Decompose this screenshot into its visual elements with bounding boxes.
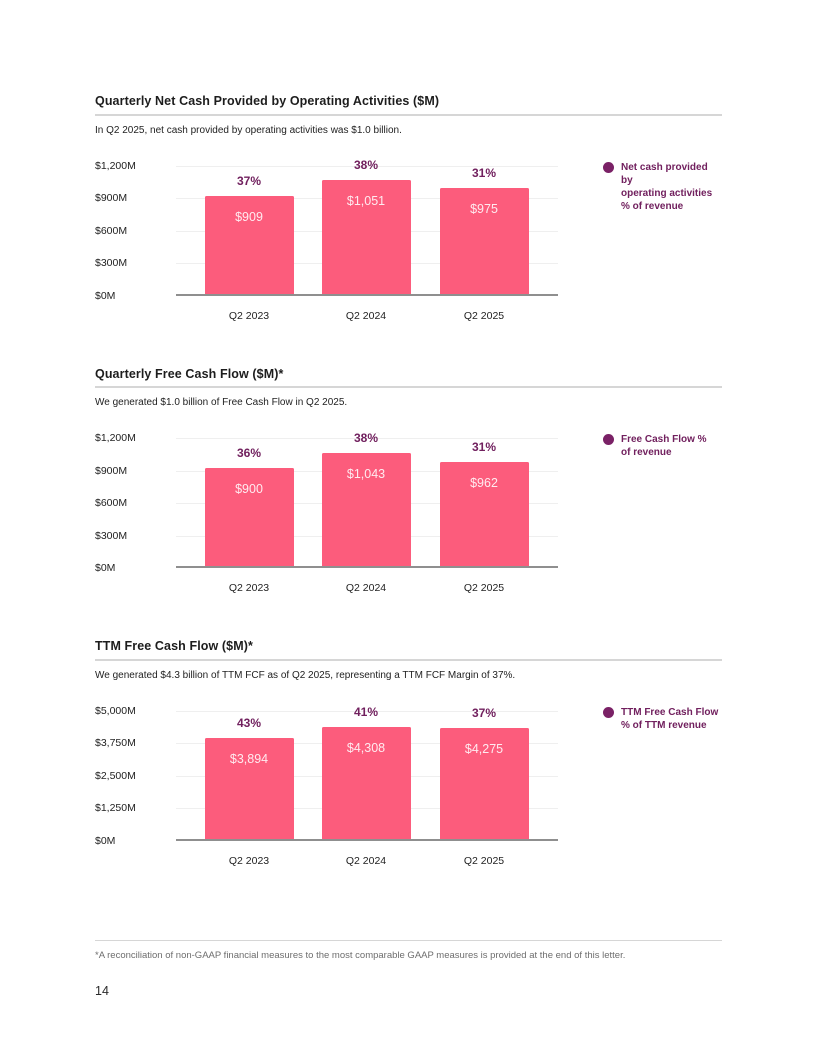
percent-of-revenue-label: 38% bbox=[353, 431, 379, 446]
x-axis-labels: Q2 2023 Q2 2024 Q2 2025 bbox=[176, 855, 558, 868]
bar-value-label: $4,275 bbox=[464, 741, 504, 756]
y-axis-tick-label: $300M bbox=[95, 257, 128, 270]
x-axis-tick-label: Q2 2025 bbox=[463, 854, 505, 867]
section-subtitle: We generated $1.0 billion of Free Cash F… bbox=[95, 397, 348, 409]
x-axis-labels: Q2 2023 Q2 2024 Q2 2025 bbox=[176, 582, 558, 595]
percent-of-revenue-label: 37% bbox=[236, 173, 262, 188]
section-divider bbox=[95, 386, 722, 389]
bar bbox=[439, 727, 529, 839]
percent-of-revenue-label: 37% bbox=[471, 705, 497, 720]
bar-value-label: $1,051 bbox=[346, 193, 386, 208]
y-axis-tick-label: $300M bbox=[95, 529, 128, 542]
bar-value-label: $1,043 bbox=[346, 467, 386, 482]
page-number: 14 bbox=[95, 984, 109, 999]
legend-label: Net cash provided by operating activitie… bbox=[621, 161, 713, 212]
bar bbox=[439, 187, 529, 294]
bar bbox=[321, 453, 411, 567]
x-axis-tick-label: Q2 2025 bbox=[463, 309, 505, 322]
percent-of-revenue-label: 31% bbox=[471, 440, 497, 455]
section-divider bbox=[95, 658, 722, 661]
section-title: Quarterly Free Cash Flow ($M)* bbox=[95, 366, 284, 381]
bar bbox=[321, 179, 411, 294]
bar bbox=[439, 462, 529, 567]
legend-label: Free Cash Flow % of revenue bbox=[621, 434, 707, 459]
bar-chart-operating-cash: $1,200M $900M $600M $300M $0M 37% $909 38% $1,05… bbox=[95, 159, 558, 323]
percent-of-revenue-label: 38% bbox=[353, 157, 379, 172]
y-axis-tick-label: $600M bbox=[95, 497, 128, 510]
y-axis-tick-label: $600M bbox=[95, 224, 128, 237]
percent-of-revenue-label: 43% bbox=[236, 715, 262, 730]
y-axis-tick-label: $1,200M bbox=[95, 432, 136, 445]
y-axis-tick-label: $900M bbox=[95, 192, 128, 205]
x-axis-tick-label: Q2 2023 bbox=[228, 854, 270, 867]
bar-value-label: $900 bbox=[235, 482, 263, 497]
plot-area: 43% $3,894 41% $4,308 37% $4,275 bbox=[176, 706, 558, 841]
y-axis-tick-label: $0M bbox=[95, 289, 116, 302]
x-axis-tick-label: Q2 2025 bbox=[463, 582, 505, 595]
legend-dot-icon bbox=[603, 434, 614, 446]
chart-legend: TTM Free Cash Flow % of TTM revenue bbox=[603, 706, 722, 732]
section-title: Quarterly Net Cash Provided by Operating… bbox=[95, 94, 440, 108]
y-axis-tick-label: $0M bbox=[95, 834, 116, 847]
bar bbox=[204, 737, 294, 839]
percent-of-revenue-label: 41% bbox=[353, 704, 379, 719]
gaap-footnote: *A reconciliation of non-GAAP financial … bbox=[95, 949, 626, 961]
bar-chart-ttm-fcf: $5,000M $3,750M $2,500M $1,250M $0M 43% $3,894… bbox=[95, 706, 558, 868]
x-axis-tick-label: Q2 2024 bbox=[345, 854, 387, 867]
bar bbox=[321, 726, 411, 839]
legend-dot-icon bbox=[603, 161, 614, 173]
bar-value-label: $3,894 bbox=[229, 751, 269, 766]
percent-of-revenue-label: 36% bbox=[236, 446, 262, 461]
chart-legend: Net cash provided by operating activitie… bbox=[603, 161, 722, 213]
x-axis-tick-label: Q2 2024 bbox=[345, 309, 387, 322]
section-subtitle: We generated $4.3 billion of TTM FCF as … bbox=[95, 669, 516, 681]
bar-value-label: $4,308 bbox=[346, 740, 386, 755]
section-divider bbox=[95, 113, 722, 116]
x-axis-labels: Q2 2023 Q2 2024 Q2 2025 bbox=[176, 310, 558, 323]
chart-legend: Free Cash Flow % of revenue bbox=[603, 433, 722, 459]
plot-area: 36% $900 38% $1,043 31% $962 bbox=[176, 432, 558, 569]
x-axis-tick-label: Q2 2023 bbox=[228, 582, 270, 595]
chart-row: $1,200M $900M $600M $300M $0M 37% $909 38% $1,05… bbox=[95, 159, 722, 323]
section-quarterly-fcf: Quarterly Free Cash Flow ($M)* We genera… bbox=[95, 367, 722, 596]
bar-value-label: $962 bbox=[470, 476, 498, 491]
bar-chart-quarterly-fcf: $1,200M $900M $600M $300M $0M 36% $900 38% $1,04… bbox=[95, 432, 558, 595]
plot-area: 37% $909 38% $1,051 31% $975 bbox=[176, 159, 558, 296]
percent-of-revenue-label: 31% bbox=[471, 165, 497, 180]
gridline bbox=[176, 438, 558, 440]
gridline bbox=[176, 165, 558, 167]
chart-row: $1,200M $900M $600M $300M $0M 36% $900 38% $1,04… bbox=[95, 432, 722, 595]
bar-value-label: $975 bbox=[470, 201, 498, 216]
bar bbox=[204, 468, 294, 567]
bar bbox=[204, 195, 294, 294]
y-axis-tick-label: $900M bbox=[95, 464, 128, 477]
gridline bbox=[176, 710, 558, 712]
y-axis-tick-label: $1,200M bbox=[95, 159, 136, 172]
y-axis-tick-label: $3,750M bbox=[95, 737, 136, 750]
legend-dot-icon bbox=[603, 706, 614, 718]
y-axis-tick-label: $0M bbox=[95, 562, 116, 575]
y-axis-tick-label: $2,500M bbox=[95, 769, 136, 782]
y-axis-tick-label: $5,000M bbox=[95, 704, 136, 717]
section-operating-cash: Quarterly Net Cash Provided by Operating… bbox=[95, 94, 722, 323]
chart-row: $5,000M $3,750M $2,500M $1,250M $0M 43% $3,894… bbox=[95, 706, 722, 868]
bar-value-label: $909 bbox=[235, 209, 263, 224]
section-subtitle: In Q2 2025, net cash provided by operati… bbox=[95, 124, 402, 136]
x-axis-tick-label: Q2 2024 bbox=[345, 582, 387, 595]
x-axis-tick-label: Q2 2023 bbox=[228, 309, 270, 322]
legend-label: TTM Free Cash Flow % of TTM revenue bbox=[621, 706, 719, 731]
footer-divider bbox=[95, 939, 722, 941]
y-axis-tick-label: $1,250M bbox=[95, 802, 136, 815]
section-ttm-fcf: TTM Free Cash Flow ($M)* We generated $4… bbox=[95, 639, 722, 868]
section-title: TTM Free Cash Flow ($M)* bbox=[95, 639, 253, 654]
